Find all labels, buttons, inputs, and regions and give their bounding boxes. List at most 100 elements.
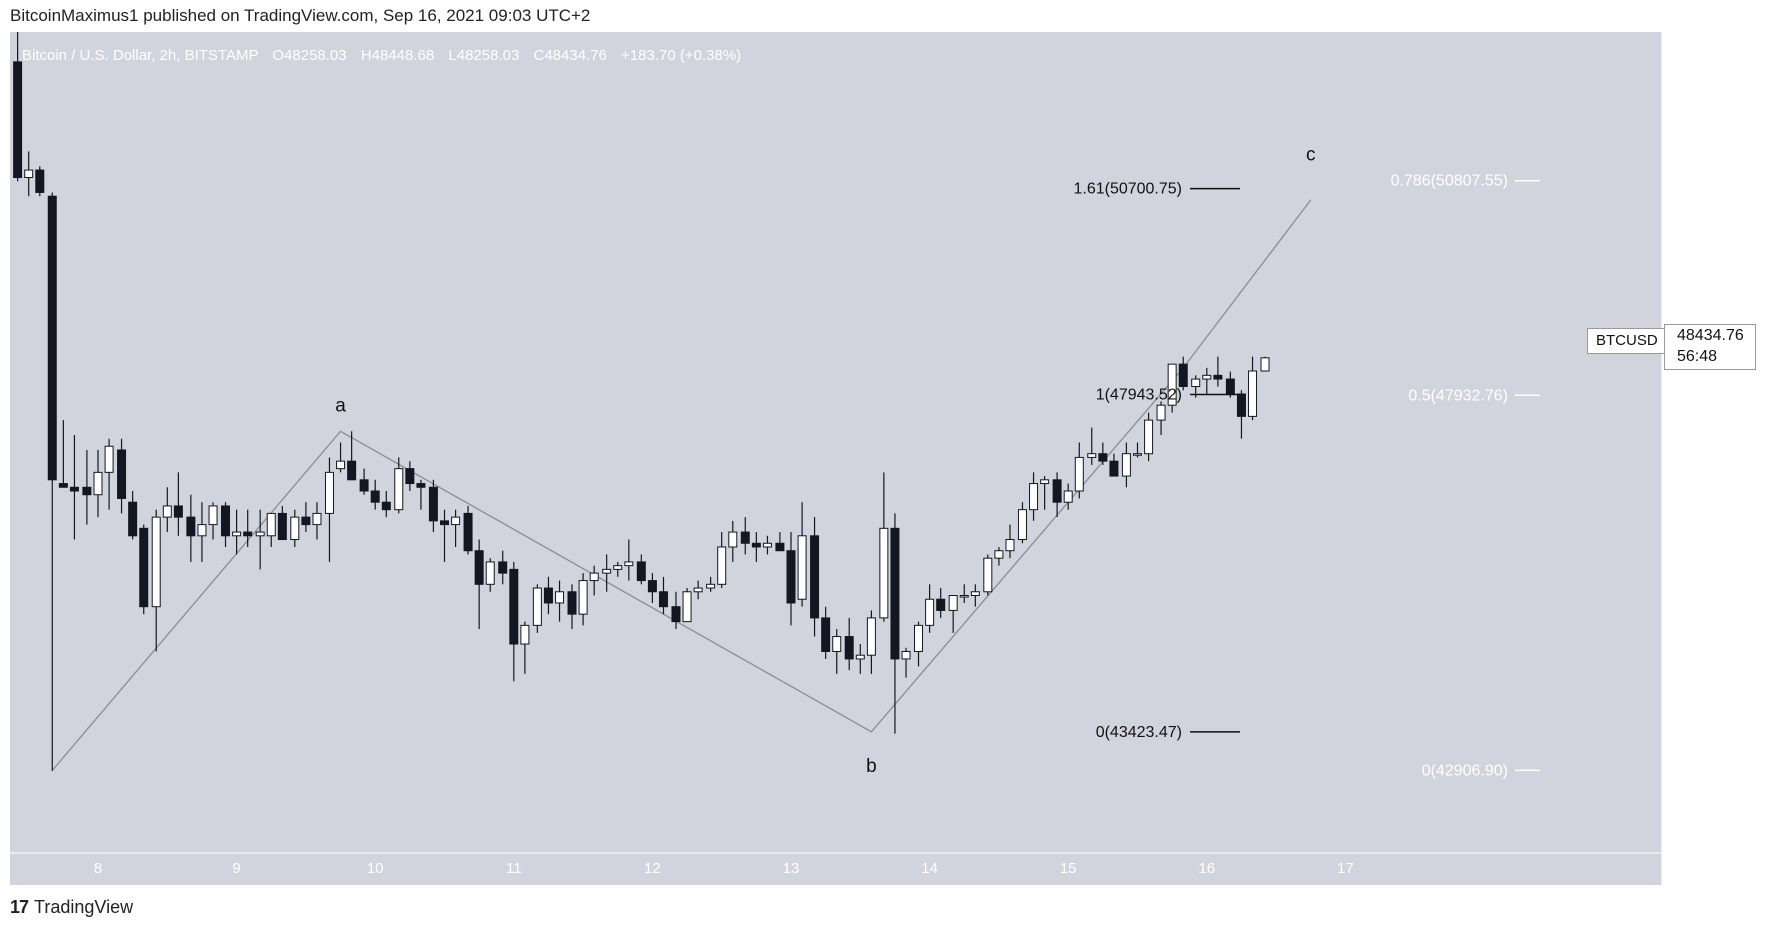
candle [1133,442,1142,458]
footer-brand: TradingView [34,897,134,917]
candle [104,438,114,510]
candle-body [751,542,761,548]
candle [1063,483,1073,510]
candle-body [1167,363,1177,406]
candle-body [197,524,207,537]
legend-change: +183.70 (+0.38%) [621,47,741,64]
candle [440,509,449,562]
candle-body [948,595,958,611]
candle-body [1213,374,1223,380]
candle [93,449,103,518]
axes: 42000.00 43000.00 44000.00 45000.00 46000.00… [94,84,1752,877]
candle [762,535,772,555]
candle [970,584,980,607]
publisher-header: BitcoinMaximus1 published on TradingView… [10,6,591,25]
legend-symbol: Bitcoin / U.S. Dollar, 2h, BITSTAMP [22,47,258,64]
candle-body [1225,378,1235,395]
candle-body [208,505,218,526]
candle-body [405,468,415,485]
candle-body [186,516,196,537]
legend-c-label: C [533,47,544,64]
y-tick-label: 47000.00 [1689,457,1752,474]
candle [1040,476,1050,510]
candle [925,584,935,633]
candle-body [104,445,114,473]
y-tick-label: 52000.00 [1689,84,1752,101]
wave-label: c [1306,145,1316,166]
candle-body [69,486,79,492]
candle-body [1248,370,1258,417]
candle [173,472,183,536]
candle [498,550,508,585]
candle [82,449,92,525]
candle-body [879,527,889,619]
candle [463,505,473,555]
legend-h-value: 48448.68 [372,47,435,64]
candle [394,457,404,514]
candle [312,502,322,540]
candle [24,151,34,197]
candle-body [266,512,276,537]
candle-body [706,583,716,589]
svg-text:Bitcoin / U.S. Dollar, 2h, BIT: Bitcoin / U.S. Dollar, 2h, BITSTAMP O482… [22,47,741,64]
x-tick-label: 14 [921,860,938,877]
candle [243,509,253,547]
wave-label: a [335,395,346,416]
candle [682,588,692,623]
candle [959,584,969,603]
candle [948,595,958,633]
candle-body [1156,404,1166,421]
candle [416,479,426,510]
candle-body [589,572,599,582]
candle-body [474,550,484,585]
candle-body [255,531,265,537]
candle-body [624,561,634,567]
y-tick-label: 50000.00 [1689,233,1752,250]
candle [1202,367,1212,394]
price-scale-currency: USD [1708,47,1738,63]
candle-body [671,606,681,623]
fibonacci-levels: 1.61(50700.75) 1(47943.52) 0(43423.47) 0.78… [1073,173,1540,779]
fib-level-label: 0.786(50807.55) [1391,173,1508,190]
candle-body [336,460,346,470]
candle [336,442,346,473]
candle-body [509,568,519,645]
candle-body [162,505,172,518]
candle-body [1052,479,1062,503]
candle-body [1063,490,1073,503]
y-tick-label: 42000.00 [1689,830,1752,847]
candle [658,576,668,615]
candle [532,584,542,633]
candle-body [1029,483,1039,511]
candle [1087,427,1097,465]
candle [1178,356,1188,391]
candle [35,166,45,197]
candle-body [359,479,369,492]
candle [636,554,646,585]
candle [879,472,889,622]
candle [221,502,231,547]
candle-body [1087,453,1097,458]
symbol-tag: BTCUSD [1587,328,1667,354]
candle-body [786,550,796,604]
candle-body [232,531,242,537]
candle [613,561,623,577]
candle [128,491,138,540]
x-tick-label: 13 [783,860,800,877]
chart-plot-area[interactable] [10,32,1662,885]
fib-level-label: 0(42906.90) [1422,762,1508,779]
candle-body [821,617,831,652]
candle-body [762,542,772,548]
candle-body [312,512,322,526]
candle-body [151,516,161,608]
candle [624,539,634,581]
candle [208,502,218,540]
candle [117,438,127,514]
candle [983,554,993,596]
candle-body [855,654,865,660]
x-tick-label: 16 [1198,860,1215,877]
candle-body [290,516,300,541]
candle-body [82,486,92,496]
x-tick-label: 9 [232,860,240,877]
